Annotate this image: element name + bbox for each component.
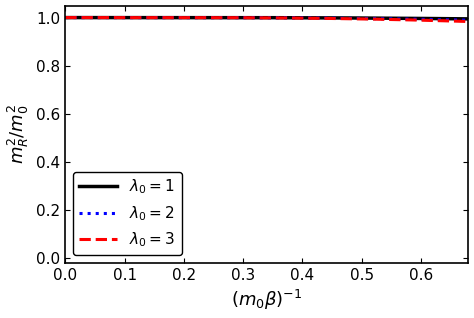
$\lambda_0 = 1$ bbox=[456, 17, 462, 21]
$\lambda_0 = 1$ bbox=[393, 16, 399, 20]
$\lambda_0 = 1$ bbox=[281, 16, 286, 20]
Line: $\lambda_0 = 2$: $\lambda_0 = 2$ bbox=[65, 17, 468, 20]
$\lambda_0 = 2$ bbox=[302, 16, 308, 20]
$\lambda_0 = 2$ bbox=[254, 16, 260, 20]
Line: $\lambda_0 = 3$: $\lambda_0 = 3$ bbox=[65, 17, 468, 22]
$\lambda_0 = 3$ bbox=[281, 16, 286, 20]
$\lambda_0 = 2$ bbox=[63, 16, 68, 19]
$\lambda_0 = 1$ bbox=[63, 16, 68, 19]
$\lambda_0 = 2$ bbox=[465, 18, 471, 22]
$\lambda_0 = 3$ bbox=[456, 19, 462, 23]
Line: $\lambda_0 = 1$: $\lambda_0 = 1$ bbox=[65, 17, 468, 19]
$\lambda_0 = 1$ bbox=[256, 16, 262, 20]
$\lambda_0 = 3$ bbox=[63, 16, 68, 19]
$\lambda_0 = 1$ bbox=[254, 16, 260, 20]
Y-axis label: $m_R^2/m_0^2$: $m_R^2/m_0^2$ bbox=[6, 104, 31, 164]
$\lambda_0 = 2$ bbox=[256, 16, 262, 20]
$\lambda_0 = 1$ bbox=[302, 16, 308, 20]
$\lambda_0 = 3$ bbox=[302, 16, 308, 20]
$\lambda_0 = 3$ bbox=[254, 16, 260, 20]
$\lambda_0 = 2$ bbox=[281, 16, 286, 20]
X-axis label: $(m_0\beta)^{-1}$: $(m_0\beta)^{-1}$ bbox=[231, 288, 302, 313]
$\lambda_0 = 3$ bbox=[393, 18, 399, 22]
$\lambda_0 = 2$ bbox=[393, 17, 399, 21]
$\lambda_0 = 1$ bbox=[465, 17, 471, 21]
Legend: $\lambda_0 = 1$, $\lambda_0 = 2$, $\lambda_0 = 3$: $\lambda_0 = 1$, $\lambda_0 = 2$, $\lamb… bbox=[73, 172, 182, 255]
$\lambda_0 = 3$ bbox=[465, 20, 471, 24]
$\lambda_0 = 2$ bbox=[456, 18, 462, 22]
$\lambda_0 = 3$ bbox=[256, 16, 262, 20]
